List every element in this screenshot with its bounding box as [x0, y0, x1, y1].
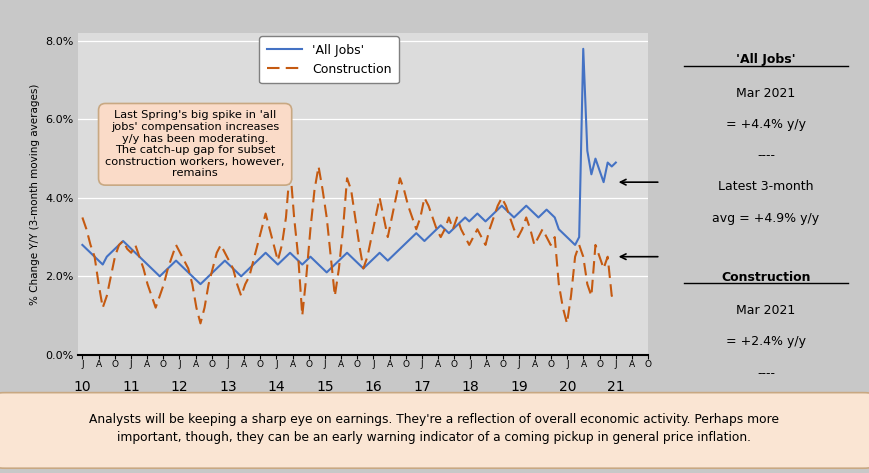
Legend: 'All Jobs', Construction: 'All Jobs', Construction — [259, 36, 398, 83]
Text: avg = +2.5% y/y: avg = +2.5% y/y — [712, 429, 819, 442]
Text: Latest 3-month: Latest 3-month — [718, 180, 813, 193]
Text: Last Spring's big spike in 'all
jobs' compensation increases
y/y has been modera: Last Spring's big spike in 'all jobs' co… — [105, 110, 284, 178]
Text: ----: ---- — [756, 149, 774, 162]
Text: 'All Jobs': 'All Jobs' — [735, 53, 795, 66]
Construction — [516, 227, 527, 232]
Construction — [195, 321, 205, 326]
X-axis label: Year & Month: Year & Month — [315, 400, 410, 413]
Text: = +4.4% y/y: = +4.4% y/y — [726, 118, 805, 131]
Text: = +2.4% y/y: = +2.4% y/y — [726, 335, 805, 349]
Construction — [122, 246, 132, 252]
'All Jobs' — [577, 46, 587, 52]
Construction — [610, 289, 620, 295]
Text: Mar 2021: Mar 2021 — [735, 87, 795, 100]
Text: ----: ---- — [756, 367, 774, 380]
'All Jobs' — [77, 242, 88, 248]
'All Jobs' — [508, 215, 519, 220]
Text: Mar 2021: Mar 2021 — [735, 304, 795, 317]
'All Jobs' — [260, 250, 270, 255]
Construction — [77, 215, 88, 220]
Line: Construction: Construction — [83, 166, 615, 324]
'All Jobs' — [610, 160, 620, 166]
'All Jobs' — [143, 262, 153, 267]
Text: Construction: Construction — [720, 271, 810, 284]
'All Jobs' — [513, 210, 523, 216]
Text: Analysts will be keeping a sharp eye on earnings. They're a reflection of overal: Analysts will be keeping a sharp eye on … — [89, 413, 779, 444]
Construction — [513, 234, 523, 240]
Y-axis label: % Change Y/Y (3-month moving averages): % Change Y/Y (3-month moving averages) — [30, 83, 39, 305]
FancyBboxPatch shape — [0, 393, 869, 468]
Line: 'All Jobs': 'All Jobs' — [83, 49, 615, 284]
Text: Latest 3-month: Latest 3-month — [718, 398, 813, 411]
Construction — [260, 210, 270, 216]
'All Jobs' — [122, 242, 132, 248]
'All Jobs' — [244, 266, 255, 272]
Construction — [143, 281, 153, 287]
'All Jobs' — [195, 281, 205, 287]
Construction — [244, 273, 255, 279]
Construction — [284, 164, 295, 169]
Text: avg = +4.9% y/y: avg = +4.9% y/y — [712, 211, 819, 225]
